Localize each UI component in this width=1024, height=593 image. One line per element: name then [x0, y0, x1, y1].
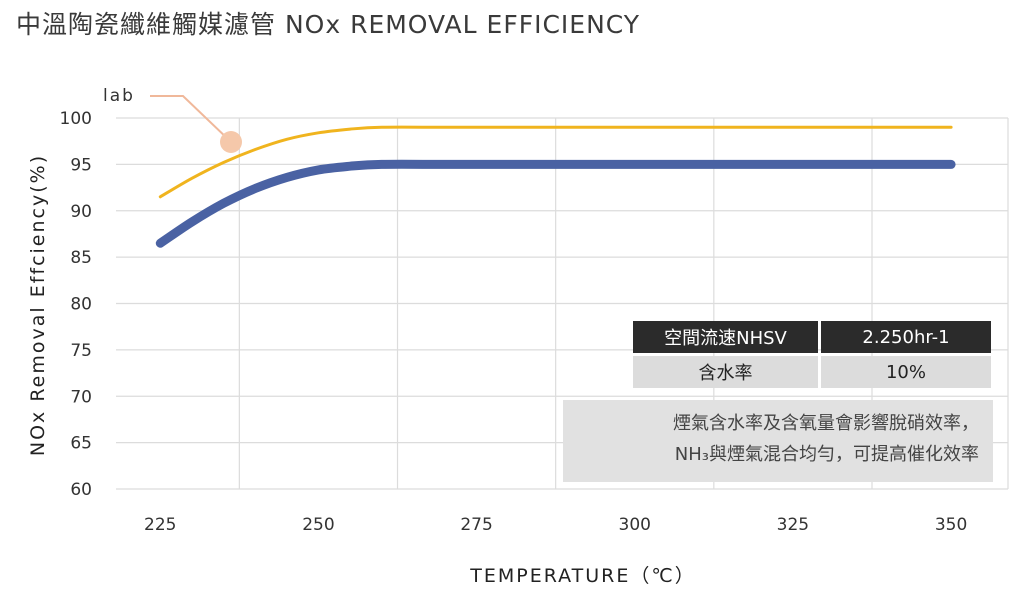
series-layer [155, 125, 956, 248]
series-line-1 [158, 125, 953, 199]
y-tick-label: 95 [70, 155, 92, 175]
y-tick-label: 70 [70, 387, 92, 407]
table-cell-label: 空間流速NHSV [633, 321, 818, 353]
x-tick-label: 250 [302, 515, 334, 535]
annotation-marker [220, 131, 242, 153]
y-axis-ticks: 100 95 90 85 80 75 70 65 60 [60, 109, 92, 500]
annotation: lab [103, 86, 242, 153]
annotation-label: lab [103, 86, 135, 106]
table-row: 含水率 10% [633, 356, 991, 388]
table-cell-value: 2.250hr-1 [821, 321, 991, 353]
x-tick-label: 275 [460, 515, 492, 535]
y-tick-label: 80 [70, 295, 92, 315]
x-tick-label: 225 [144, 515, 176, 535]
table-row: 空間流速NHSV 2.250hr-1 [633, 321, 991, 353]
x-axis-ticks: 225 250 275 300 325 350 [144, 515, 967, 535]
y-tick-label: 60 [70, 480, 92, 500]
y-tick-label: 65 [70, 434, 92, 454]
x-tick-label: 300 [619, 515, 651, 535]
y-tick-label: 90 [70, 202, 92, 222]
x-tick-label: 325 [777, 515, 809, 535]
y-tick-label: 85 [70, 248, 92, 268]
table-cell-value: 10% [821, 356, 991, 388]
annotation-leader-line [150, 95, 231, 142]
note-box: 煙氣含水率及含氧量會影響脫硝效率， NH₃與煙氣混合均勻，可提高催化效率 [563, 400, 993, 482]
y-axis-title: NOx Removal Effciency(%) [27, 154, 49, 456]
x-tick-label: 350 [935, 515, 967, 535]
chart-title: 中溫陶瓷纖維觸媒濾管 NOx REMOVAL EFFICIENCY [16, 10, 640, 39]
series-line-2 [155, 159, 956, 248]
y-tick-label: 100 [60, 109, 92, 129]
y-tick-label: 75 [70, 341, 92, 361]
table-cell-label: 含水率 [633, 356, 818, 388]
x-axis-title: TEMPERATURE（℃） [469, 565, 695, 587]
conditions-table: 空間流速NHSV 2.250hr-1 含水率 10% [630, 318, 994, 391]
note-line: NH₃與煙氣混合均勻，可提高催化效率 [674, 444, 979, 465]
note-line: 煙氣含水率及含氧量會影響脫硝效率， [673, 413, 979, 434]
